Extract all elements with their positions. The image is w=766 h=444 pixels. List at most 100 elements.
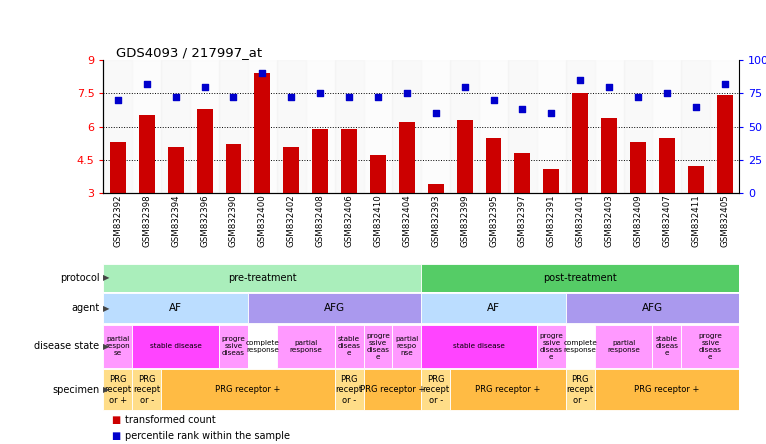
- Text: stable disease: stable disease: [453, 343, 505, 349]
- Point: [343, 94, 355, 101]
- Text: GDS4093 / 217997_at: GDS4093 / 217997_at: [116, 46, 262, 59]
- Point: [545, 110, 558, 117]
- Text: ▶: ▶: [103, 304, 109, 313]
- Bar: [248, 293, 421, 324]
- Bar: [277, 325, 335, 368]
- Bar: [450, 60, 479, 193]
- Bar: [566, 369, 594, 410]
- Bar: [399, 122, 415, 193]
- Point: [632, 94, 644, 101]
- Bar: [219, 60, 248, 193]
- Point: [603, 83, 615, 90]
- Bar: [190, 60, 219, 193]
- Bar: [103, 60, 133, 193]
- Text: ▶: ▶: [103, 273, 109, 282]
- Bar: [566, 325, 594, 368]
- Point: [401, 90, 413, 97]
- Point: [314, 90, 326, 97]
- Point: [661, 90, 673, 97]
- Text: GSM832396: GSM832396: [200, 194, 209, 247]
- Bar: [254, 73, 270, 193]
- Point: [459, 83, 471, 90]
- Point: [169, 94, 182, 101]
- Bar: [508, 60, 537, 193]
- Bar: [566, 293, 739, 324]
- Text: GSM832405: GSM832405: [720, 194, 729, 247]
- Bar: [103, 325, 133, 368]
- Text: pre-treatment: pre-treatment: [228, 273, 296, 283]
- Text: GSM832401: GSM832401: [576, 194, 584, 247]
- Bar: [133, 369, 161, 410]
- Text: PRG
recept
or -: PRG recept or -: [336, 375, 362, 404]
- Text: agent: agent: [71, 303, 100, 313]
- Text: transformed count: transformed count: [125, 415, 215, 425]
- Text: post-treatment: post-treatment: [543, 273, 617, 283]
- Text: GSM832400: GSM832400: [258, 194, 267, 247]
- Bar: [335, 369, 364, 410]
- Text: partial
response: partial response: [290, 340, 322, 353]
- Bar: [421, 293, 566, 324]
- Text: GSM832393: GSM832393: [431, 194, 440, 247]
- Bar: [277, 60, 306, 193]
- Bar: [103, 293, 248, 324]
- Point: [198, 83, 211, 90]
- Bar: [161, 60, 190, 193]
- Text: protocol: protocol: [60, 273, 100, 283]
- Text: GSM832407: GSM832407: [663, 194, 672, 247]
- Bar: [133, 325, 219, 368]
- Bar: [248, 325, 277, 368]
- Bar: [103, 369, 133, 410]
- Point: [256, 70, 269, 77]
- Text: GSM832409: GSM832409: [633, 194, 643, 247]
- Text: GSM832398: GSM832398: [142, 194, 151, 247]
- Text: AF: AF: [169, 303, 182, 313]
- Bar: [653, 60, 682, 193]
- Point: [228, 94, 240, 101]
- Bar: [392, 60, 421, 193]
- Text: ■: ■: [111, 415, 120, 425]
- Text: ▶: ▶: [103, 342, 109, 351]
- Text: GSM832394: GSM832394: [171, 194, 180, 247]
- Bar: [219, 325, 248, 368]
- Text: specimen: specimen: [52, 385, 100, 395]
- Bar: [594, 325, 653, 368]
- Bar: [103, 264, 421, 292]
- Bar: [133, 60, 161, 193]
- Text: GSM832406: GSM832406: [345, 194, 354, 247]
- Bar: [450, 369, 566, 410]
- Text: PRG receptor +: PRG receptor +: [634, 385, 699, 394]
- Bar: [515, 153, 530, 193]
- Bar: [168, 147, 184, 193]
- Text: percentile rank within the sample: percentile rank within the sample: [125, 431, 290, 441]
- Bar: [313, 129, 328, 193]
- Bar: [421, 60, 450, 193]
- Bar: [537, 325, 566, 368]
- Text: complete
response: complete response: [245, 340, 280, 353]
- Point: [574, 76, 587, 83]
- Text: AF: AF: [487, 303, 500, 313]
- Text: partial
respon
se: partial respon se: [106, 336, 130, 357]
- Bar: [457, 120, 473, 193]
- Text: stable
diseas
e: stable diseas e: [656, 336, 679, 357]
- Point: [689, 103, 702, 110]
- Text: PRG receptor +: PRG receptor +: [360, 385, 425, 394]
- Text: GSM832411: GSM832411: [692, 194, 700, 247]
- Bar: [364, 60, 392, 193]
- Text: progre
ssive
diseas: progre ssive diseas: [221, 336, 245, 357]
- Bar: [364, 325, 392, 368]
- Bar: [110, 142, 126, 193]
- Text: complete
response: complete response: [563, 340, 597, 353]
- Text: disease state: disease state: [34, 341, 100, 351]
- Bar: [601, 118, 617, 193]
- Text: partial
respo
nse: partial respo nse: [395, 336, 418, 357]
- Bar: [566, 60, 594, 193]
- Text: AFG: AFG: [324, 303, 345, 313]
- Text: GSM832404: GSM832404: [402, 194, 411, 247]
- Text: GSM832410: GSM832410: [374, 194, 382, 247]
- Bar: [421, 264, 739, 292]
- Text: GSM832408: GSM832408: [316, 194, 325, 247]
- Text: GSM832391: GSM832391: [547, 194, 556, 247]
- Bar: [248, 60, 277, 193]
- Text: progre
ssive
diseas
e: progre ssive diseas e: [539, 333, 563, 360]
- Bar: [139, 115, 155, 193]
